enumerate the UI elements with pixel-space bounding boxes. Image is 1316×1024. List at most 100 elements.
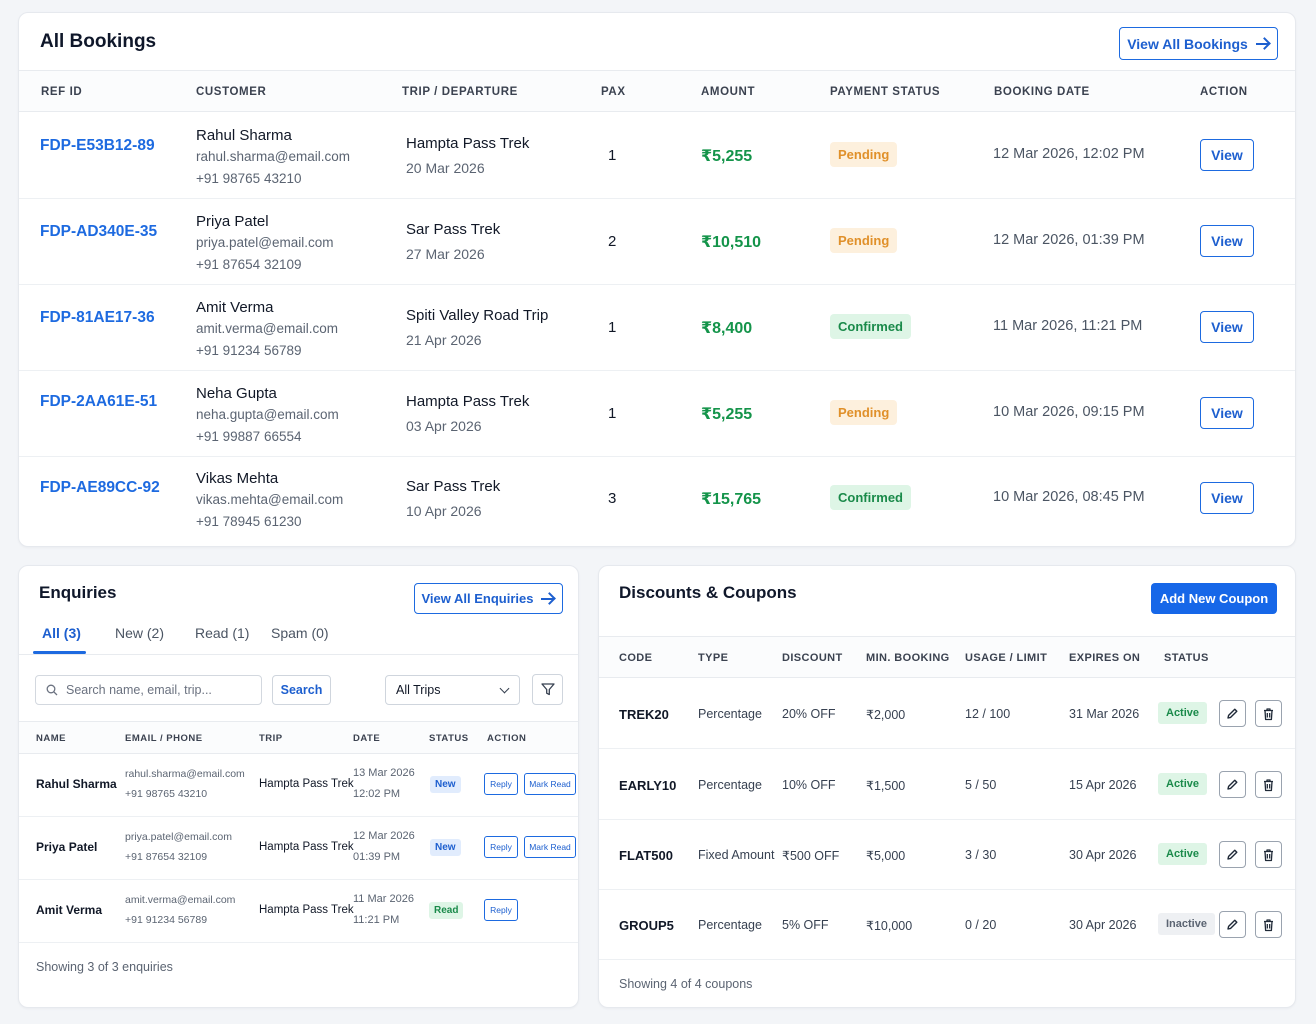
coupon-code: GROUP5 (619, 918, 674, 933)
enquiry-trip: Hampta Pass Trek (259, 841, 354, 853)
search-button[interactable]: Search (272, 675, 331, 705)
view-all-bookings-label: View All Bookings (1127, 35, 1248, 52)
customer-phone: +91 78945 61230 (196, 514, 302, 529)
tab-spam[interactable]: Spam (0) (271, 625, 329, 641)
coupon-status-badge: Active (1158, 773, 1208, 795)
table-row: TREK20 Percentage 20% OFF ₹2,000 12 / 10… (599, 679, 1295, 749)
enquiry-date: 11 Mar 2026 (353, 893, 414, 905)
edit-coupon-button[interactable] (1219, 700, 1246, 727)
enquiries-footer: Showing 3 of 3 enquiries (36, 960, 173, 974)
view-booking-button[interactable]: View (1200, 225, 1254, 257)
enquiry-trip: Hampta Pass Trek (259, 904, 354, 916)
coupon-type: Percentage (698, 778, 762, 792)
col-trip: TRIP (259, 733, 283, 744)
customer-email: rahul.sharma@email.com (196, 149, 351, 164)
bookings-table-header: REF ID CUSTOMER TRIP / DEPARTURE PAX AMO… (19, 70, 1295, 112)
amount: ₹5,255 (701, 148, 753, 165)
enquiry-phone: +91 98765 43210 (125, 788, 208, 800)
table-row: FDP-2AA61E-51 Neha Gupta neha.gupta@emai… (19, 371, 1295, 457)
add-coupon-button[interactable]: Add New Coupon (1151, 583, 1277, 614)
enquiry-time: 12:02 PM (353, 788, 401, 800)
customer-email: neha.gupta@email.com (196, 407, 339, 422)
trash-icon (1264, 848, 1273, 861)
coupon-expires: 31 Mar 2026 (1069, 707, 1140, 721)
trash-icon (1264, 778, 1273, 791)
reply-button[interactable]: Reply (484, 899, 518, 921)
coupon-discount: 5% OFF (782, 918, 829, 932)
col-pax: PAX (601, 86, 626, 98)
pax-count: 1 (608, 147, 617, 164)
trip-filter-select[interactable]: All Trips (385, 675, 520, 705)
customer-name: Neha Gupta (196, 385, 277, 402)
trash-icon (1264, 918, 1273, 931)
col-email-phone: EMAIL / PHONE (125, 733, 203, 744)
coupon-min-booking: ₹5,000 (866, 849, 906, 863)
mark-read-button[interactable]: Mark Read (524, 836, 576, 858)
ref-id-link[interactable]: FDP-2AA61E-51 (40, 393, 158, 410)
enquiry-time: 01:39 PM (353, 851, 401, 863)
delete-coupon-button[interactable] (1255, 911, 1282, 938)
delete-coupon-button[interactable] (1255, 841, 1282, 868)
tab-new[interactable]: New (2) (115, 625, 165, 641)
search-input[interactable]: Search name, email, trip... (35, 675, 262, 705)
enquiry-name: Amit Verma (36, 903, 103, 917)
pax-count: 1 (608, 405, 617, 422)
tab-read[interactable]: Read (1) (195, 625, 250, 641)
col-amount: AMOUNT (701, 86, 756, 98)
view-booking-button[interactable]: View (1200, 482, 1254, 514)
trip-name: Sar Pass Trek (406, 478, 501, 495)
chevron-down-icon (499, 683, 510, 694)
enquiry-email: rahul.sharma@email.com (125, 768, 245, 780)
view-booking-button[interactable]: View (1200, 311, 1254, 343)
coupon-status-badge: Active (1158, 702, 1208, 724)
mark-read-button[interactable]: Mark Read (524, 773, 576, 795)
enquiry-date: 13 Mar 2026 (353, 767, 415, 779)
delete-coupon-button[interactable] (1255, 771, 1282, 798)
customer-name: Vikas Mehta (196, 470, 279, 487)
ref-id-link[interactable]: FDP-E53B12-89 (40, 137, 155, 154)
coupon-min-booking: ₹10,000 (866, 919, 913, 933)
departure-date: 20 Mar 2026 (406, 160, 485, 176)
view-all-enquiries-button[interactable]: View All Enquiries (414, 583, 563, 614)
booking-date: 12 Mar 2026, 01:39 PM (993, 232, 1145, 248)
col-expires-on: EXPIRES ON (1069, 652, 1141, 664)
amount: ₹15,765 (701, 491, 762, 508)
edit-coupon-button[interactable] (1219, 771, 1246, 798)
col-trip: TRIP / DEPARTURE (402, 86, 518, 98)
ref-id-link[interactable]: FDP-AD340E-35 (40, 223, 158, 240)
ref-id-link[interactable]: FDP-81AE17-36 (40, 309, 155, 326)
payment-status-badge: Confirmed (830, 485, 911, 510)
booking-date: 11 Mar 2026, 11:21 PM (993, 318, 1143, 334)
ref-id-link[interactable]: FDP-AE89CC-92 (40, 479, 160, 496)
table-row: FDP-AE89CC-92 Vikas Mehta vikas.mehta@em… (19, 456, 1295, 542)
edit-coupon-button[interactable] (1219, 841, 1246, 868)
search-icon (46, 684, 58, 696)
reply-button[interactable]: Reply (484, 773, 518, 795)
view-booking-button[interactable]: View (1200, 397, 1254, 429)
enquiry-status-badge: New (430, 839, 461, 856)
view-all-bookings-button[interactable]: View All Bookings (1119, 27, 1278, 60)
enquiry-email: amit.verma@email.com (125, 894, 236, 906)
col-discount: DISCOUNT (782, 652, 843, 664)
amount: ₹5,255 (701, 406, 753, 423)
enquiries-card: Enquiries View All Enquiries All (3) New… (18, 565, 579, 1008)
col-usage-limit: USAGE / LIMIT (965, 652, 1048, 664)
col-type: TYPE (698, 652, 729, 664)
edit-coupon-button[interactable] (1219, 911, 1246, 938)
tab-all[interactable]: All (3) (42, 625, 81, 641)
pax-count: 3 (608, 490, 617, 507)
filter-icon (540, 683, 555, 696)
arrow-right-icon (1255, 39, 1270, 49)
coupon-discount: ₹500 OFF (782, 849, 840, 863)
pencil-icon (1227, 849, 1238, 860)
enquiry-status-badge: New (430, 776, 461, 793)
col-action: ACTION (487, 733, 527, 744)
coupon-type: Percentage (698, 918, 762, 932)
amount: ₹10,510 (701, 234, 762, 251)
coupon-usage: 12 / 100 (965, 707, 1011, 721)
delete-coupon-button[interactable] (1255, 700, 1282, 727)
view-booking-button[interactable]: View (1200, 139, 1254, 171)
table-row: FLAT500 Fixed Amount ₹500 OFF ₹5,000 3 /… (599, 820, 1295, 890)
filter-button[interactable] (532, 674, 563, 705)
reply-button[interactable]: Reply (484, 836, 518, 858)
